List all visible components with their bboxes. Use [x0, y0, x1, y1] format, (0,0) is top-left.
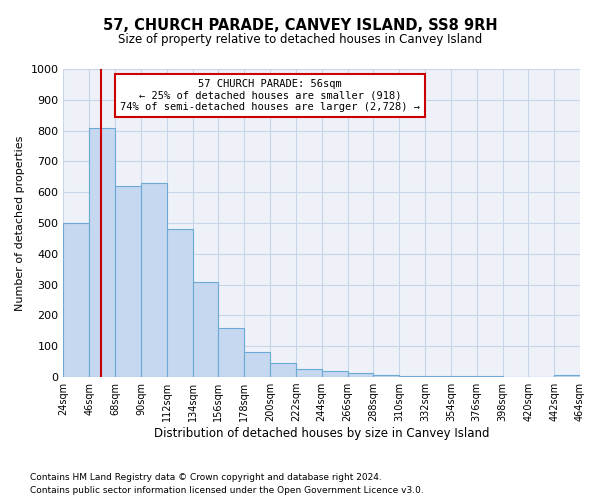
Text: 57, CHURCH PARADE, CANVEY ISLAND, SS8 9RH: 57, CHURCH PARADE, CANVEY ISLAND, SS8 9R… — [103, 18, 497, 32]
Bar — [244, 352, 270, 377]
Bar — [451, 376, 476, 377]
Bar — [218, 328, 244, 377]
Text: 57 CHURCH PARADE: 56sqm
← 25% of detached houses are smaller (918)
74% of semi-d: 57 CHURCH PARADE: 56sqm ← 25% of detache… — [120, 79, 420, 112]
Text: Contains HM Land Registry data © Crown copyright and database right 2024.: Contains HM Land Registry data © Crown c… — [30, 472, 382, 482]
Bar — [296, 370, 322, 377]
Bar — [554, 374, 580, 377]
Bar — [64, 223, 89, 377]
Text: Size of property relative to detached houses in Canvey Island: Size of property relative to detached ho… — [118, 32, 482, 46]
Bar — [167, 229, 193, 377]
Bar — [373, 374, 399, 377]
Bar — [322, 371, 347, 377]
Y-axis label: Number of detached properties: Number of detached properties — [15, 136, 25, 310]
Bar — [347, 374, 373, 377]
Bar — [115, 186, 141, 377]
Bar — [399, 376, 425, 377]
Bar — [89, 128, 115, 377]
Bar — [425, 376, 451, 377]
Text: Contains public sector information licensed under the Open Government Licence v3: Contains public sector information licen… — [30, 486, 424, 495]
Bar — [141, 183, 167, 377]
X-axis label: Distribution of detached houses by size in Canvey Island: Distribution of detached houses by size … — [154, 427, 490, 440]
Bar — [270, 363, 296, 377]
Bar — [476, 376, 503, 377]
Bar — [193, 282, 218, 377]
